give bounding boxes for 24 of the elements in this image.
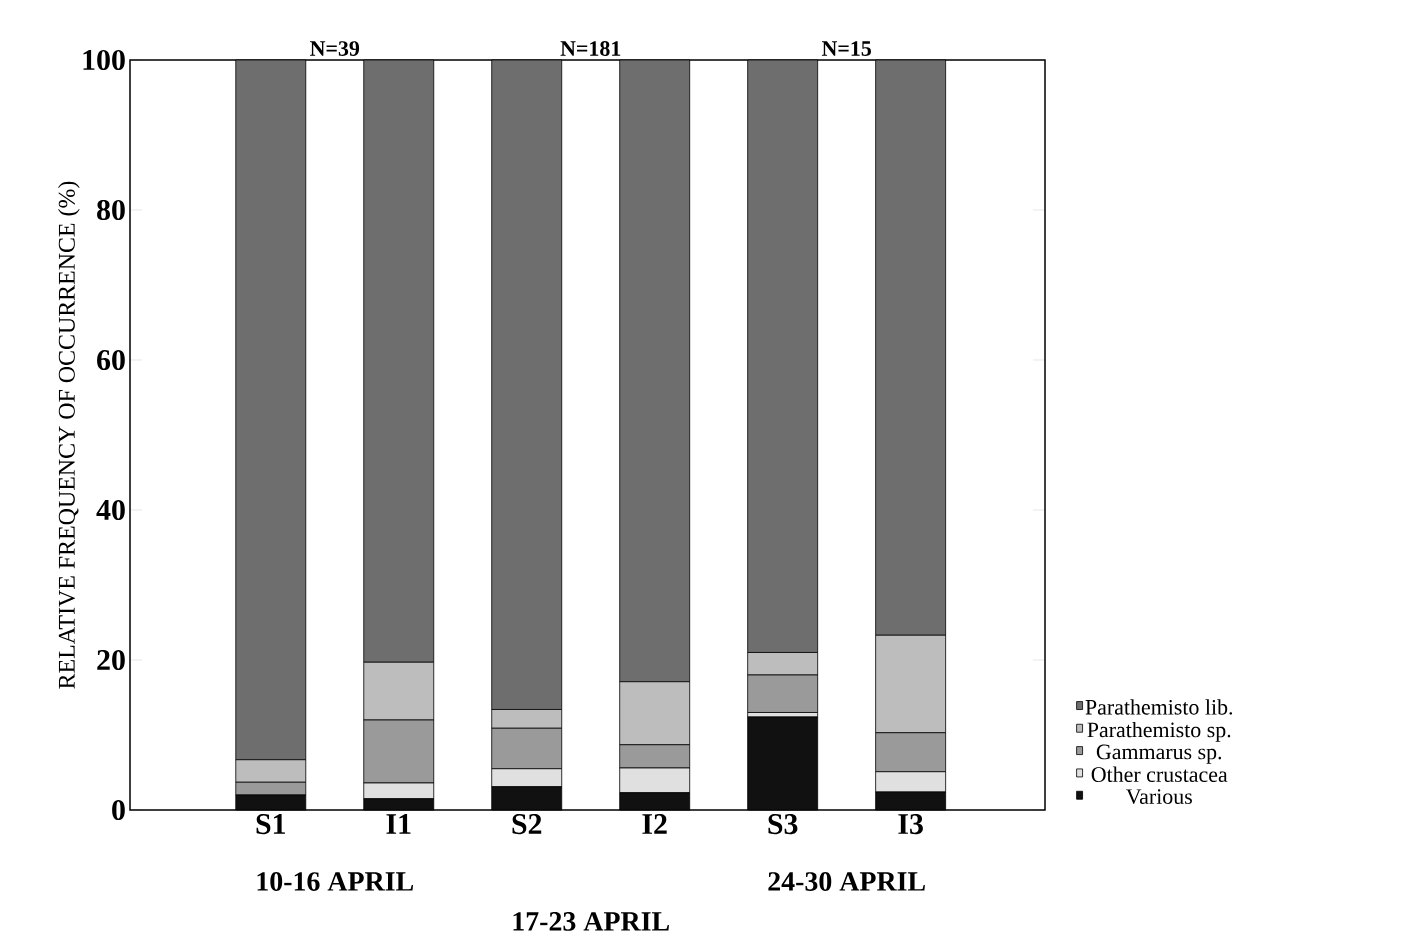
x-tick-label: S3 (768, 813, 798, 835)
y-tick-label: 20 (97, 649, 125, 671)
legend-label: Various (1126, 789, 1192, 805)
text: N=181 (560, 41, 621, 56)
text: 17-23 APRIL (513, 912, 669, 931)
y-tick-label: 80 (97, 199, 125, 221)
text: 10-16 APRIL (257, 872, 413, 891)
text: N=39 (310, 41, 360, 56)
legend-label: Gammarus sp. (1096, 744, 1222, 764)
y-tick-label: 100 (83, 49, 125, 71)
x-tick-label: I2 (642, 813, 667, 834)
y-axis-title: RELATIVE FREQUENCY OF OCCURRENCE (%) (58, 181, 80, 689)
text: N=15 (821, 41, 871, 56)
x-tick-label: I1 (386, 814, 411, 834)
x-tick-label: I3 (898, 813, 923, 835)
y-tick-label: 60 (97, 349, 125, 371)
legend-label: Parathemisto sp. (1087, 721, 1231, 742)
legend-label: Other crustacea (1091, 766, 1228, 782)
y-tick-label: 40 (96, 499, 125, 521)
y-tick-label: 0 (112, 799, 125, 821)
x-tick-label: S1 (256, 813, 285, 835)
text: 24-30 APRIL (768, 872, 925, 891)
x-tick-label: S2 (512, 813, 542, 835)
legend-label: Parathemisto lib. (1085, 699, 1233, 715)
